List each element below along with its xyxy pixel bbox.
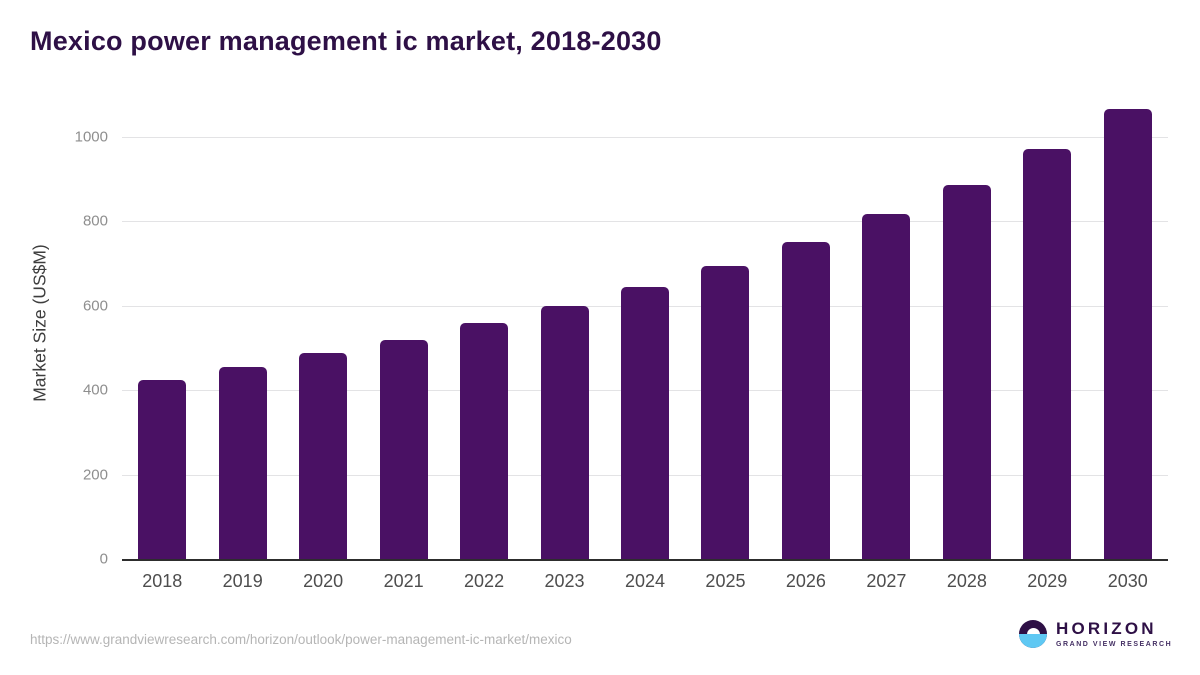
- x-tick-label-2024: 2024: [624, 571, 666, 591]
- horizon-sun-icon: [1019, 620, 1047, 648]
- logo-text: HORIZON GRAND VIEW RESEARCH: [1056, 620, 1172, 648]
- y-axis-title: Market Size (US$M): [29, 244, 50, 402]
- x-tick-label-2026: 2026: [785, 571, 826, 591]
- x-tick-label-2018: 2018: [142, 571, 183, 591]
- x-tick-label-2030: 2030: [1107, 571, 1148, 591]
- gridline-800: [122, 221, 1168, 223]
- plot-area: 0 200 400 600 800 1000 2018 2019 2020 2021 2022 202…: [75, 99, 1168, 591]
- x-tick-label-2029: 2029: [1027, 571, 1068, 591]
- logo-sea-half: [1019, 634, 1047, 648]
- bar-2024[interactable]: [621, 287, 669, 559]
- x-tick-label-2023: 2023: [544, 571, 585, 591]
- bar-2019[interactable]: [218, 366, 267, 559]
- bar-2021[interactable]: [379, 339, 428, 559]
- bar-2020[interactable]: [299, 353, 348, 559]
- x-tick-label-2020: 2020: [303, 571, 344, 591]
- x-tick-label-2025: 2025: [705, 571, 746, 591]
- y-tick-label-400: 400: [82, 381, 108, 399]
- bar-2030[interactable]: [1103, 109, 1152, 559]
- logo-subtitle: GRAND VIEW RESEARCH: [1056, 640, 1173, 648]
- bar-2027[interactable]: [862, 214, 911, 559]
- bar-2023[interactable]: [540, 305, 589, 559]
- y-tick-label-200: 200: [82, 466, 108, 484]
- y-tick-label-1000: 1000: [74, 128, 108, 146]
- gridline-1000: [122, 136, 1168, 138]
- x-tick-label-2021: 2021: [383, 571, 424, 591]
- bar-2028[interactable]: [942, 185, 991, 559]
- x-tick-label-2019: 2019: [222, 571, 263, 591]
- y-tick-label-800: 800: [82, 212, 108, 230]
- logo-name: HORIZON: [1056, 619, 1157, 639]
- y-tick-label-600: 600: [82, 297, 108, 315]
- bar-2029[interactable]: [1023, 149, 1072, 559]
- bar-2026[interactable]: [781, 241, 830, 559]
- horizon-logo: HORIZON GRAND VIEW RESEARCH: [1019, 620, 1172, 648]
- chart-title: Mexico power management ic market, 2018-…: [30, 26, 662, 56]
- x-tick-label-2027: 2027: [866, 571, 907, 591]
- x-tick-label-2022: 2022: [464, 571, 505, 591]
- bar-2025[interactable]: [701, 265, 750, 559]
- x-tick-label-2028: 2028: [946, 571, 987, 591]
- y-tick-label-0: 0: [99, 550, 108, 568]
- bar-2022[interactable]: [460, 323, 509, 559]
- bar-2018[interactable]: [138, 380, 187, 559]
- source-url: https://www.grandviewresearch.com/horizo…: [30, 632, 572, 647]
